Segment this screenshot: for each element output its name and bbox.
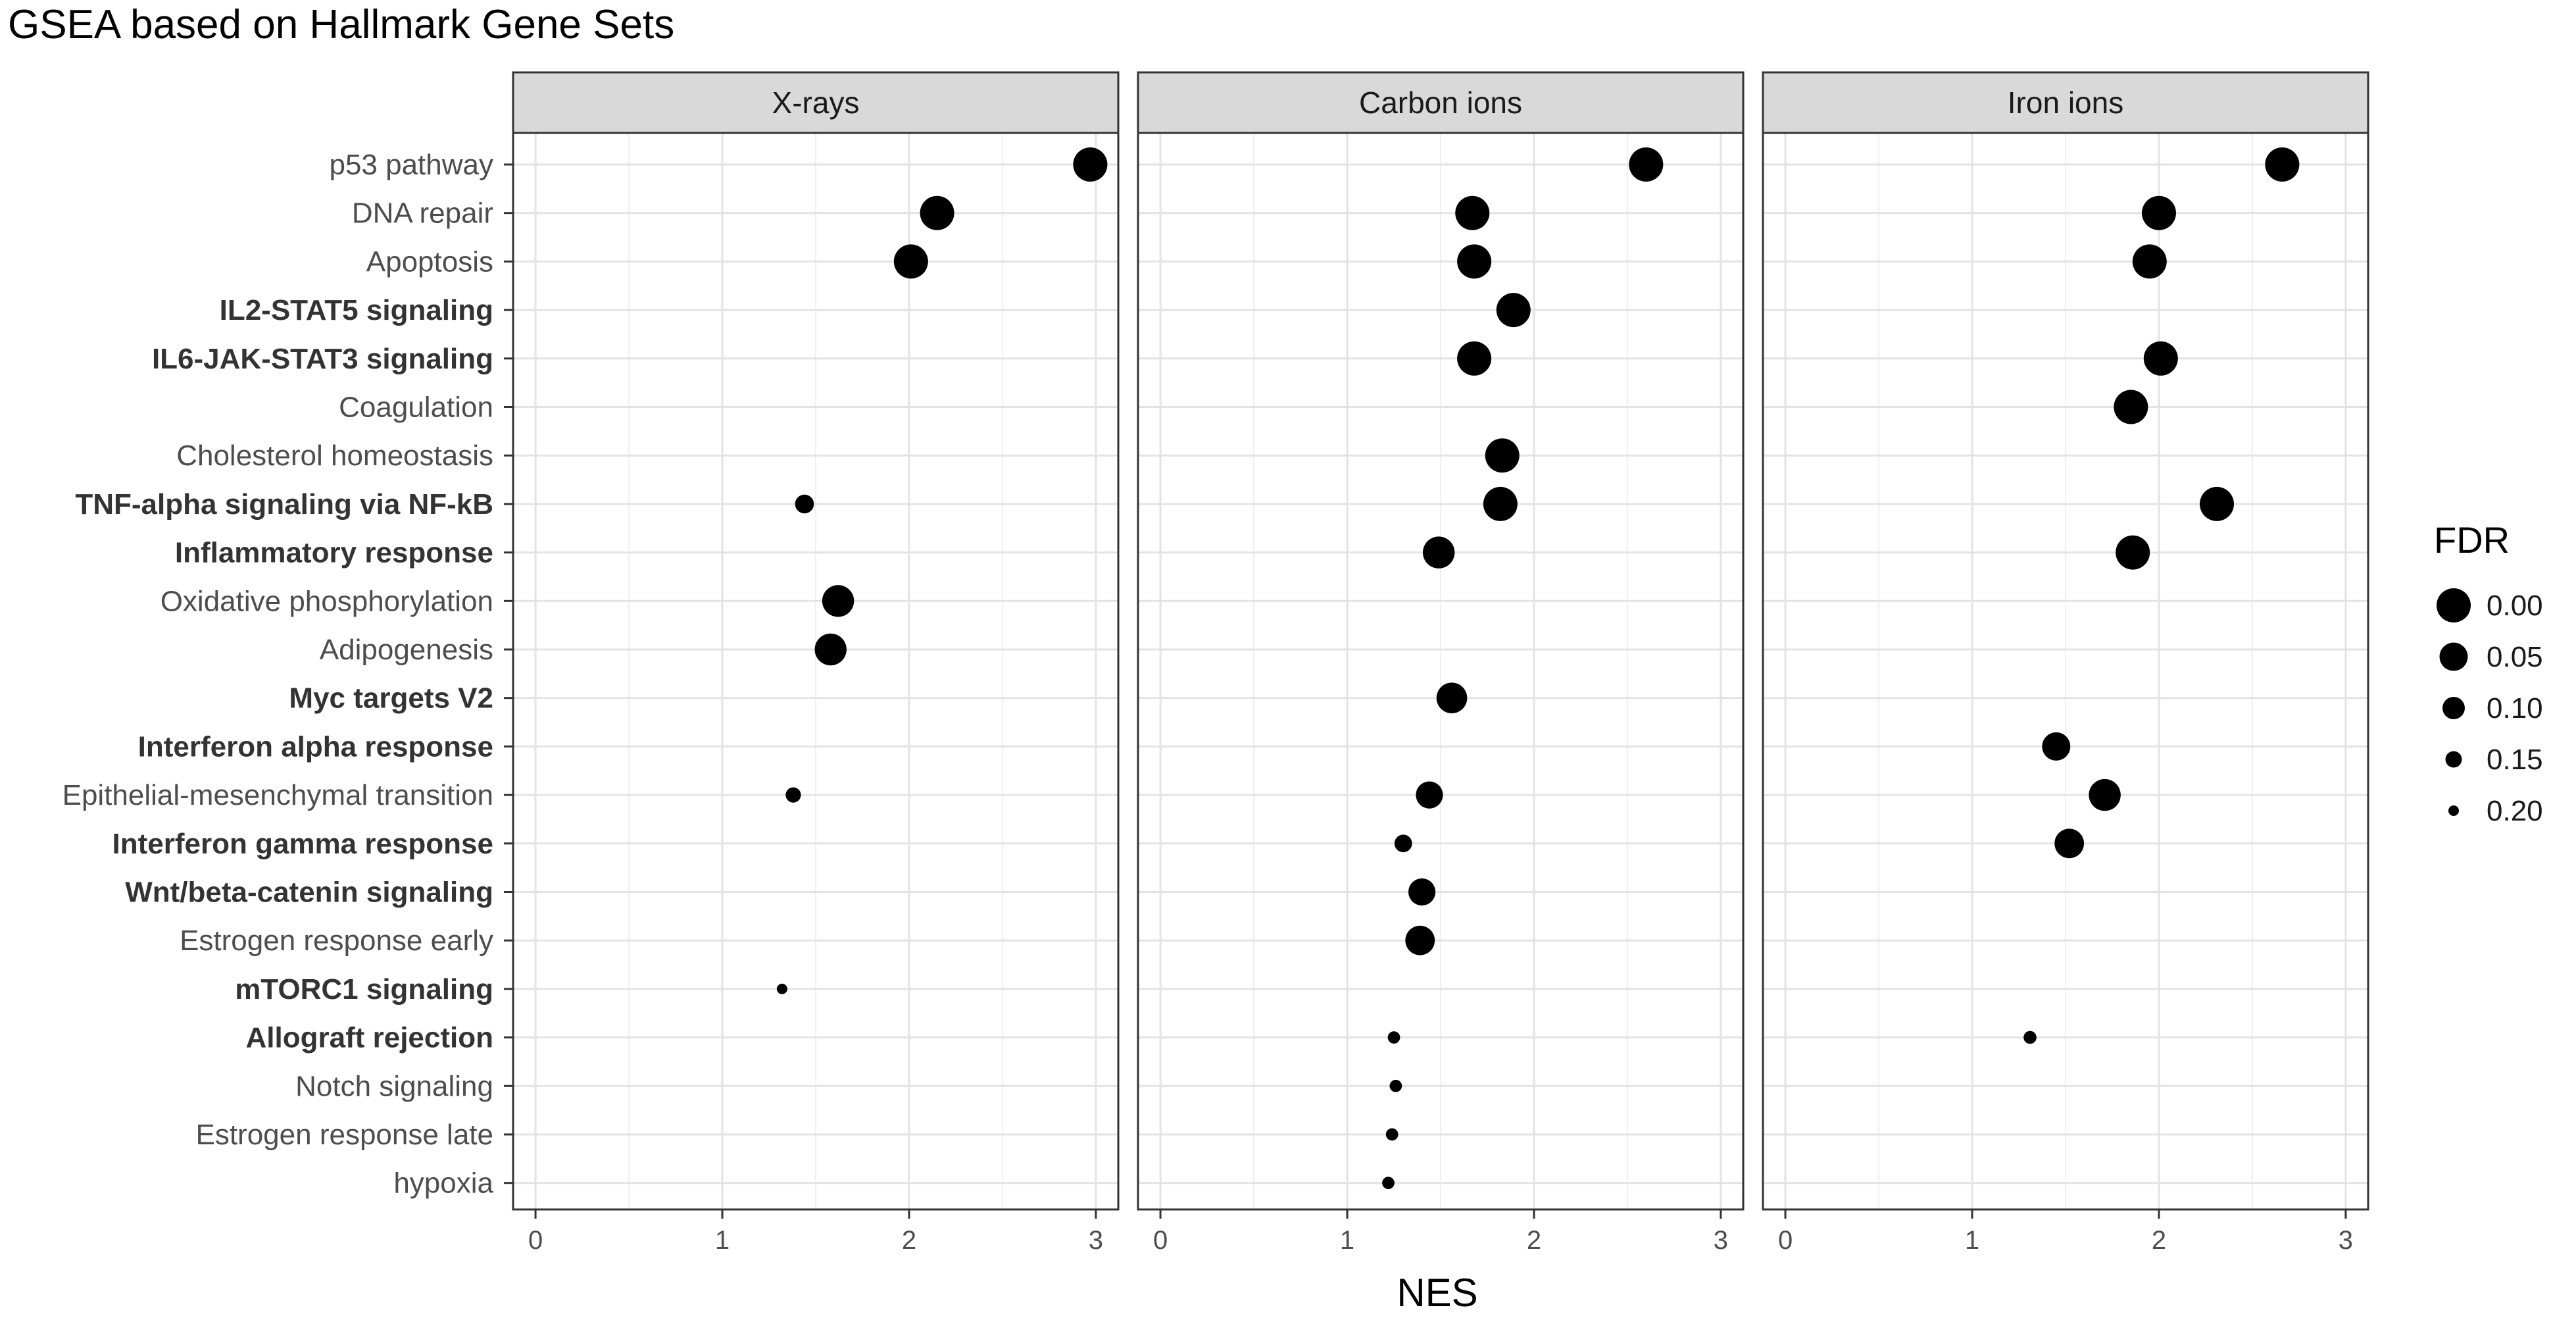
panel-border	[1137, 132, 1745, 1211]
x-tick-label: 1	[715, 1226, 730, 1255]
point-carbon-ions-estrogen-response-early	[1405, 925, 1435, 955]
point-carbon-ions-il2-stat5-signaling	[1496, 293, 1531, 328]
facet-strip	[1762, 71, 2369, 134]
point-x-rays-adipogenesis	[814, 633, 847, 666]
point-x-rays-epithelial-mesenchymal-transition	[785, 787, 801, 803]
x-tick-label: 3	[2339, 1226, 2353, 1255]
point-x-rays-dna-repair	[920, 195, 954, 230]
point-carbon-ions-notch-signaling	[1389, 1079, 1402, 1092]
point-carbon-ions-myc-targets-v2	[1436, 682, 1468, 713]
legend-key	[2439, 642, 2468, 671]
point-carbon-ions-dna-repair	[1455, 195, 1490, 230]
point-iron-ions-coagulation	[2114, 390, 2148, 424]
y-label-notch-signaling: Notch signaling	[295, 1070, 493, 1102]
y-label-tnf-alpha-signaling-via-nf-kb: TNF-alpha signaling via NF-kB	[75, 488, 493, 520]
x-tick-label: 0	[528, 1226, 543, 1255]
y-label-epithelial-mesenchymal-transition: Epithelial-mesenchymal transition	[62, 779, 493, 811]
legend-key	[2445, 751, 2462, 768]
facet-x-rays: X-rays 0 1 2 3	[512, 71, 1120, 1255]
y-label-cholesterol-homeostasis: Cholesterol homeostasis	[176, 440, 493, 472]
y-label-coagulation: Coagulation	[339, 392, 493, 424]
point-iron-ions-apoptosis	[2132, 244, 2167, 279]
y-label-apoptosis: Apoptosis	[366, 245, 493, 278]
point-iron-ions-allograft-rejection	[2023, 1030, 2037, 1044]
point-iron-ions-interferon-alpha-response	[2042, 732, 2071, 761]
point-x-rays-oxidative-phosphorylation	[822, 585, 855, 617]
x-tick-label: 3	[1714, 1226, 1728, 1255]
y-axis-labels: p53 pathway DNA repair Apoptosis IL2-STAT5 …	[62, 149, 513, 1200]
facet-strip	[512, 71, 1120, 134]
legend-key	[2442, 697, 2465, 719]
facet-strip-label: Iron ions	[2008, 86, 2123, 120]
point-carbon-ions-estrogen-response-late	[1385, 1128, 1399, 1141]
x-tick-label: 0	[1153, 1226, 1168, 1255]
x-tick-label: 1	[1340, 1226, 1354, 1255]
y-label-estrogen-response-late: Estrogen response late	[195, 1119, 493, 1151]
legend-key	[2437, 588, 2471, 622]
y-label-allograft-rejection: Allograft rejection	[246, 1022, 494, 1054]
facet-iron-ions: Iron ions 0 1 2 3	[1762, 71, 2369, 1255]
facet-strip-label: Carbon ions	[1359, 86, 1522, 120]
point-carbon-ions-allograft-rejection	[1387, 1031, 1400, 1044]
panel-border	[1762, 132, 2369, 1211]
legend-key	[2448, 805, 2459, 816]
point-carbon-ions-cholesterol-homeostasis	[1485, 438, 1520, 473]
y-label-mtorc1-signaling: mTORC1 signaling	[235, 973, 493, 1005]
x-tick-label: 1	[1965, 1226, 1979, 1255]
panel-border	[512, 132, 1120, 1211]
y-label-interferon-gamma-response: Interferon gamma response	[112, 828, 494, 860]
point-x-rays-tnf-alpha-signaling-via-nf-kb	[795, 494, 814, 514]
point-x-rays-p53-pathway	[1073, 147, 1108, 182]
legend-label: 0.00	[2487, 590, 2543, 622]
point-iron-ions-inflammatory-response	[2116, 535, 2150, 570]
y-label-il6-jak-stat3-signaling: IL6-JAK-STAT3 signaling	[152, 343, 493, 375]
point-carbon-ions-hypoxia	[1382, 1177, 1395, 1190]
x-tick-label: 2	[1527, 1226, 1541, 1255]
point-carbon-ions-p53-pathway	[1629, 147, 1664, 182]
y-label-adipogenesis: Adipogenesis	[320, 634, 493, 666]
x-axis-title: NES	[1397, 1271, 1477, 1315]
point-iron-ions-tnf-alpha-signaling-via-nf-kb	[2200, 486, 2234, 521]
x-tick-label: 3	[1089, 1226, 1103, 1255]
y-label-estrogen-response-early: Estrogen response early	[180, 925, 493, 957]
point-carbon-ions-interferon-gamma-response	[1394, 834, 1412, 853]
x-tick-label: 2	[902, 1226, 916, 1255]
legend-label: 0.15	[2487, 744, 2543, 776]
y-label-p53-pathway: p53 pathway	[329, 149, 493, 181]
facet-strip-label: X-rays	[772, 86, 860, 120]
chart-title: GSEA based on Hallmark Gene Sets	[8, 2, 674, 47]
y-label-inflammatory-response: Inflammatory response	[175, 537, 493, 569]
point-carbon-ions-inflammatory-response	[1422, 536, 1455, 569]
y-label-interferon-alpha-response: Interferon alpha response	[138, 730, 493, 763]
x-tick-label: 0	[1778, 1226, 1793, 1255]
y-label-oxidative-phosphorylation: Oxidative phosphorylation	[161, 585, 493, 617]
point-carbon-ions-tnf-alpha-signaling-via-nf-kb	[1483, 486, 1518, 521]
point-carbon-ions-epithelial-mesenchymal-transition	[1416, 781, 1443, 809]
y-label-dna-repair: DNA repair	[352, 197, 493, 230]
facet-carbon-ions: Carbon ions 0 1 2 3	[1137, 71, 1745, 1255]
y-label-myc-targets-v2: Myc targets V2	[289, 682, 493, 715]
point-iron-ions-p53-pathway	[2265, 147, 2300, 182]
legend: FDR 0.00 0.05 0.10 0.15 0.20	[2434, 519, 2543, 827]
legend-title: FDR	[2434, 519, 2510, 561]
legend-label: 0.20	[2487, 795, 2543, 827]
point-x-rays-mtorc1-signaling	[776, 983, 787, 994]
x-tick-label: 2	[2152, 1226, 2166, 1255]
facet-panels: X-rays 0 1 2 3 Carbon ions 0 1 2 3 Iron ions 0 1 2 3	[512, 71, 2369, 1255]
y-label-wnt-beta-catenin-signaling: Wnt/beta-catenin signaling	[125, 876, 493, 909]
legend-label: 0.10	[2487, 692, 2543, 724]
point-iron-ions-epithelial-mesenchymal-transition	[2089, 778, 2121, 811]
y-label-hypoxia: hypoxia	[393, 1167, 493, 1200]
point-carbon-ions-wnt-beta-catenin-signaling	[1408, 878, 1436, 906]
legend-label: 0.05	[2487, 641, 2543, 673]
facet-strip	[1137, 71, 1745, 134]
point-iron-ions-interferon-gamma-response	[2054, 828, 2085, 859]
point-iron-ions-il6-jak-stat3-signaling	[2143, 341, 2178, 376]
point-carbon-ions-il6-jak-stat3-signaling	[1457, 341, 1492, 376]
point-carbon-ions-apoptosis	[1457, 244, 1492, 279]
point-iron-ions-dna-repair	[2141, 195, 2176, 230]
y-label-il2-stat5-signaling: IL2-STAT5 signaling	[220, 294, 493, 326]
point-x-rays-apoptosis	[893, 244, 928, 279]
